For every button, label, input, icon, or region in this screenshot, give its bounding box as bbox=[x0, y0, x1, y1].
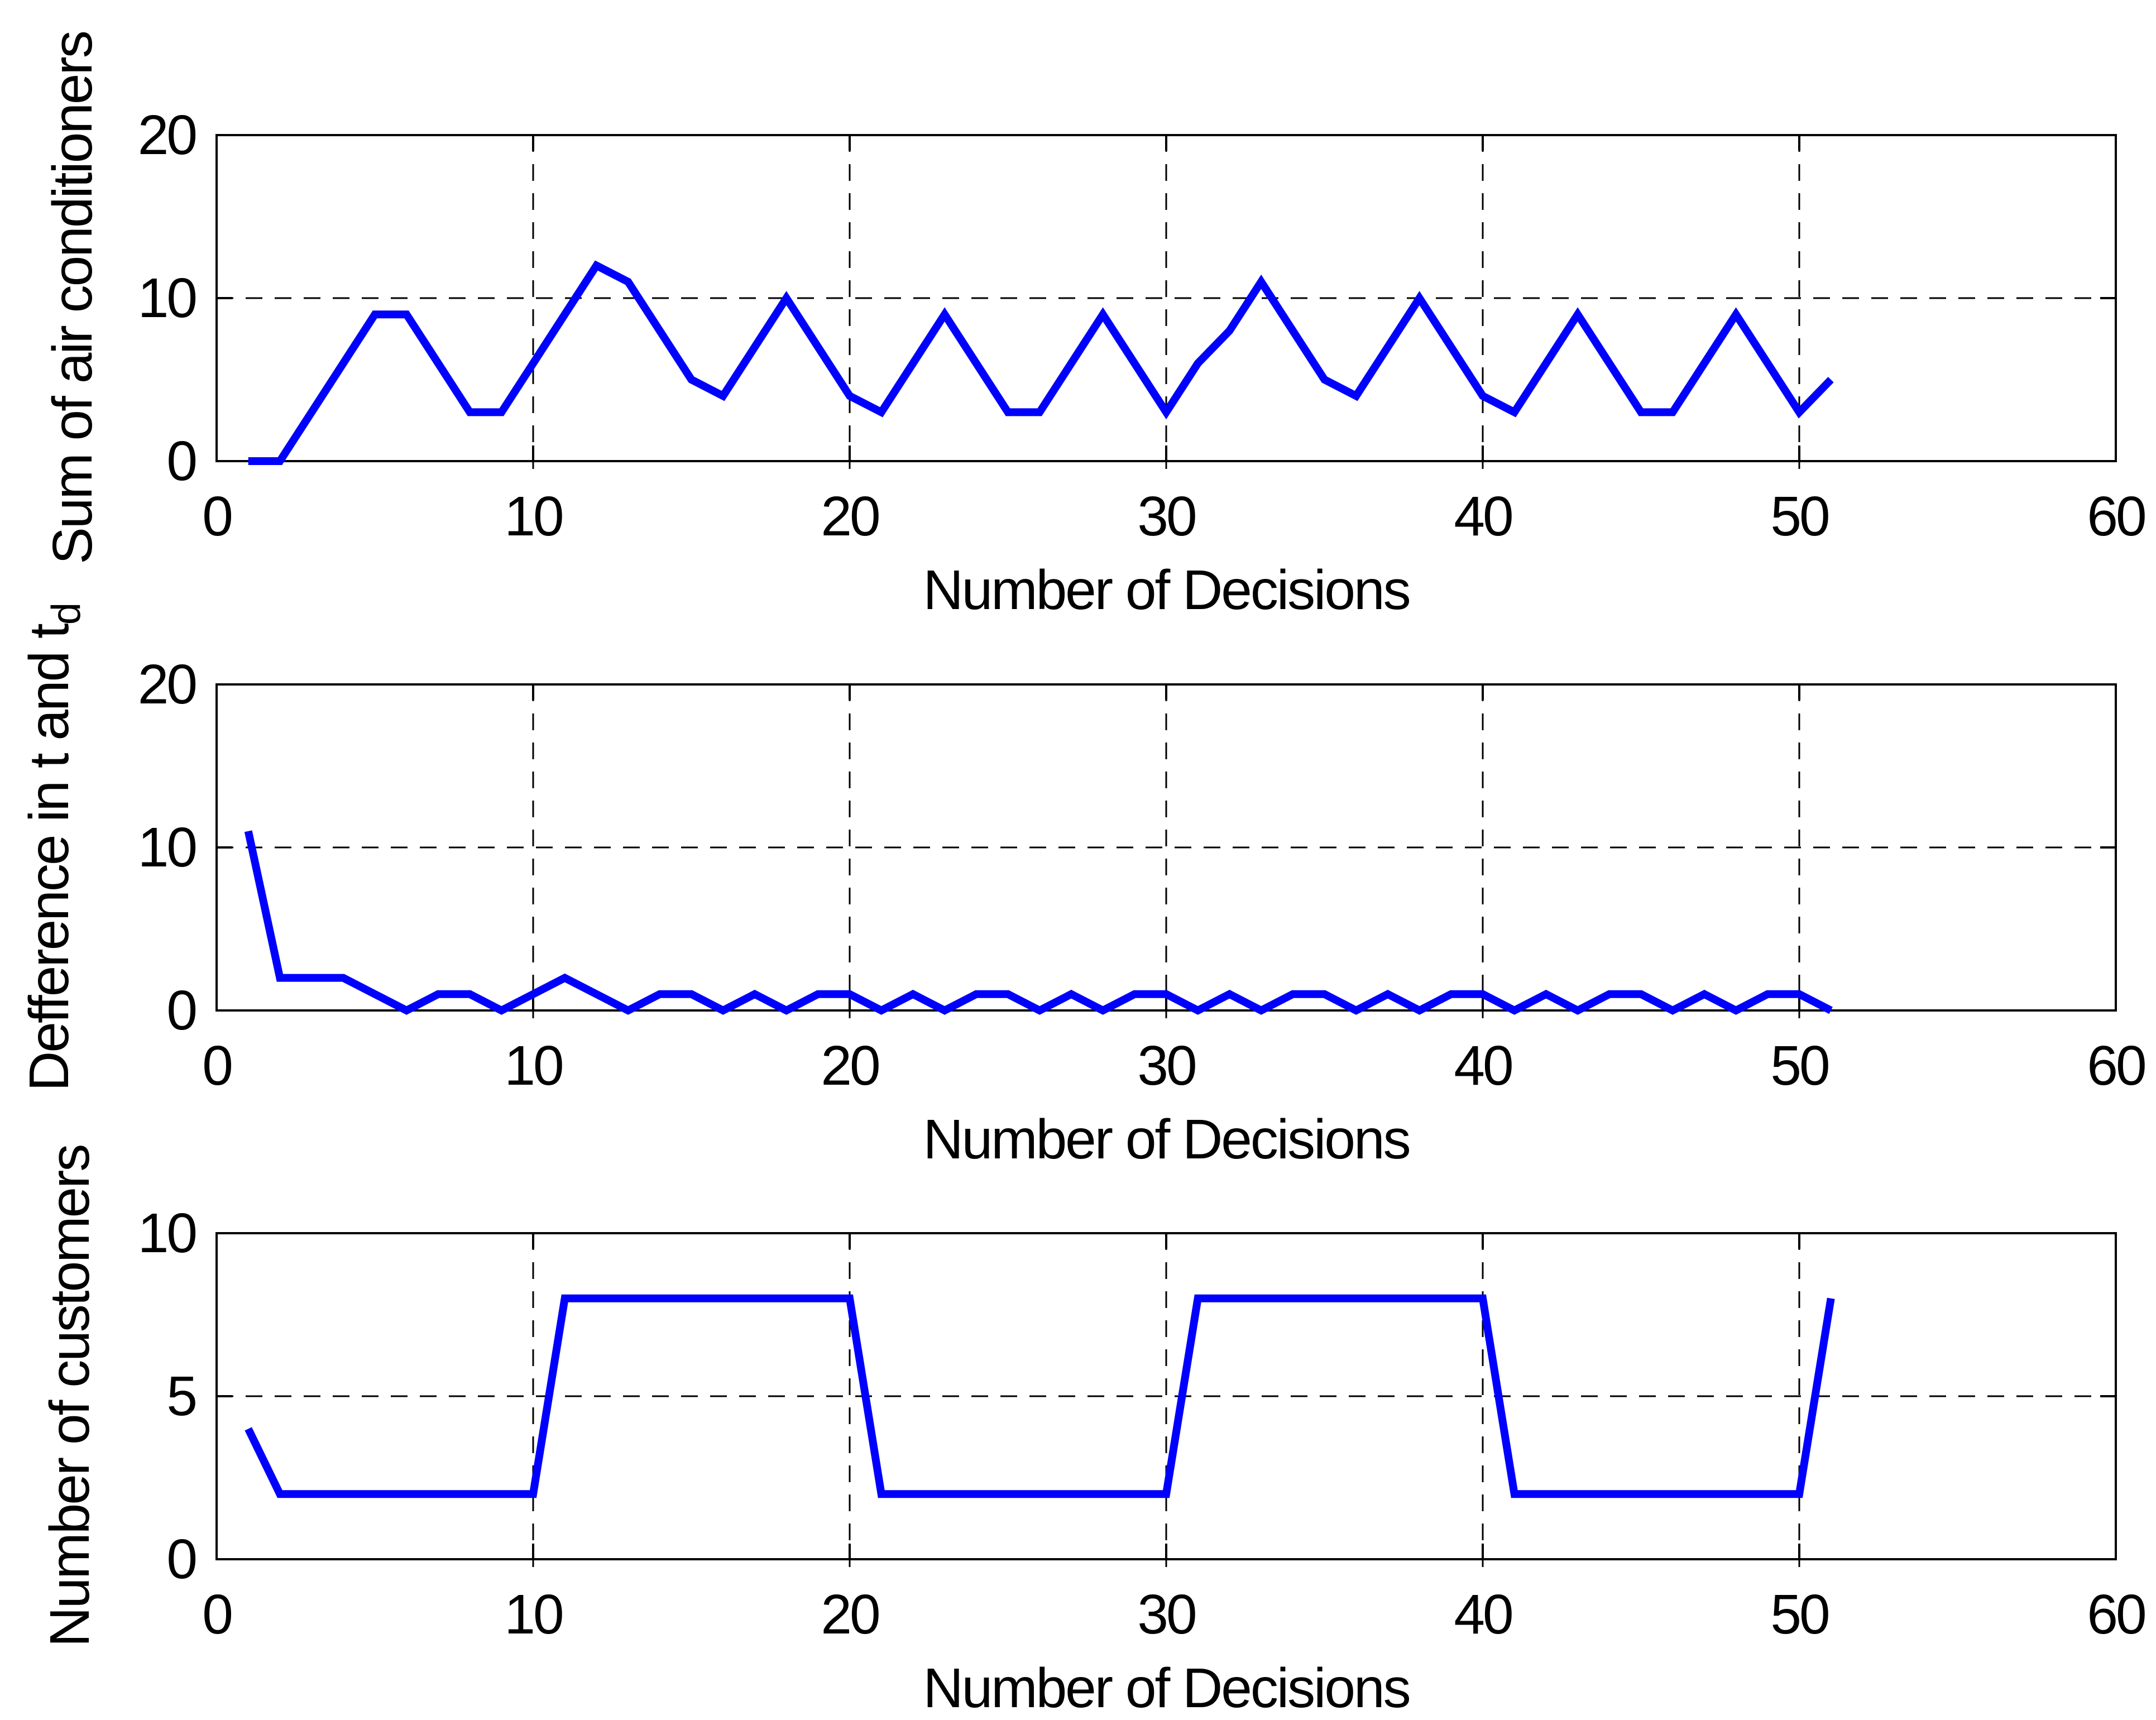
x-tick-label: 20 bbox=[821, 1583, 880, 1646]
x-tick-label: 10 bbox=[504, 485, 564, 548]
x-tick-label: 0 bbox=[202, 1583, 233, 1646]
axes-frame bbox=[215, 683, 2117, 1012]
x-tick-label: 40 bbox=[1454, 1034, 1513, 1097]
y-axis-label: Number of customers bbox=[31, 726, 109, 1720]
x-tick-label: 10 bbox=[504, 1583, 564, 1646]
x-tick-label: 0 bbox=[202, 485, 233, 548]
x-tick-label: 50 bbox=[1770, 485, 1830, 548]
series-line bbox=[244, 830, 1833, 1015]
x-tick-label: 60 bbox=[2087, 1583, 2147, 1646]
axes-frame bbox=[215, 1232, 2117, 1560]
gridlines bbox=[217, 684, 2116, 1010]
x-tick-label: 40 bbox=[1454, 485, 1513, 548]
tick-marks bbox=[217, 1233, 2116, 1567]
x-tick-label: 50 bbox=[1770, 1583, 1830, 1646]
plot-area bbox=[215, 134, 2117, 469]
x-tick-label: 50 bbox=[1770, 1034, 1830, 1097]
x-tick-label: 20 bbox=[821, 1034, 880, 1097]
series-line bbox=[245, 1294, 1835, 1498]
plot-area bbox=[215, 1232, 2117, 1567]
x-tick-label: 60 bbox=[2087, 1034, 2147, 1097]
axes-frame bbox=[215, 134, 2117, 462]
x-tick-label: 30 bbox=[1137, 1583, 1197, 1646]
x-tick-label: 40 bbox=[1454, 1583, 1513, 1646]
x-tick-label: 30 bbox=[1137, 1034, 1197, 1097]
series-line bbox=[248, 260, 1834, 465]
gridlines bbox=[217, 1233, 2116, 1559]
x-tick-label: 20 bbox=[821, 485, 880, 548]
y-axis-label-text: Number of customers bbox=[39, 1145, 101, 1647]
x-axis-label: Number of Decisions bbox=[923, 1657, 1411, 1719]
plot-area bbox=[215, 683, 2117, 1018]
x-tick-label: 30 bbox=[1137, 485, 1197, 548]
tick-marks bbox=[217, 684, 2116, 1018]
x-axis-label: Number of Decisions bbox=[923, 559, 1411, 621]
x-tick-label: 0 bbox=[202, 1034, 233, 1097]
x-axis-label: Number of Decisions bbox=[923, 1108, 1411, 1171]
x-tick-label: 60 bbox=[2087, 485, 2147, 548]
y-axis-label-subscript: d bbox=[44, 603, 89, 625]
tick-marks bbox=[217, 135, 2116, 469]
x-tick-label: 10 bbox=[504, 1034, 564, 1097]
